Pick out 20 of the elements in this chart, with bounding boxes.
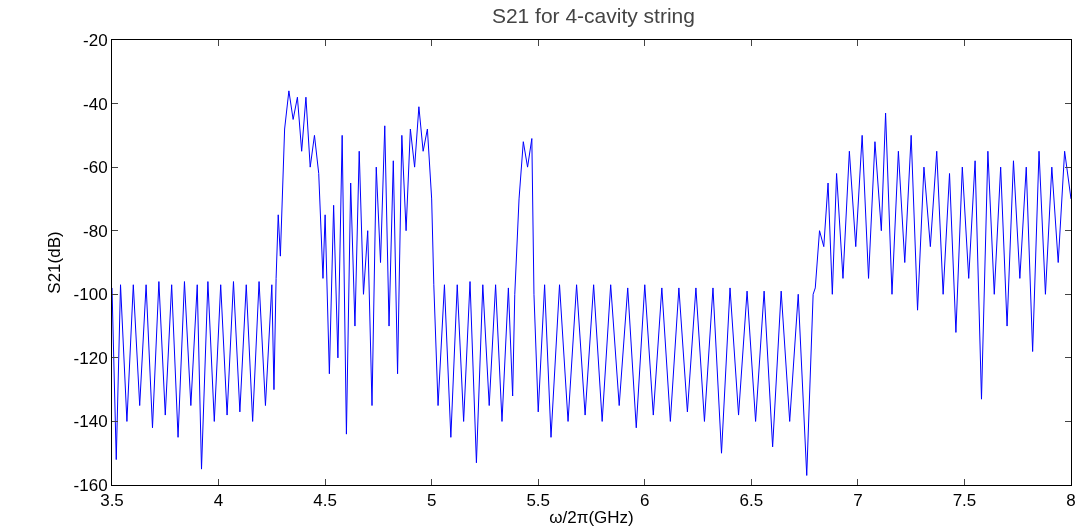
- y-tick-label: -100: [73, 285, 108, 305]
- y-tick-label: -40: [83, 94, 108, 114]
- y-tick-label: -80: [83, 221, 108, 241]
- x-tick-label: 6: [640, 491, 650, 511]
- y-tick-label: -120: [73, 348, 108, 368]
- y-tick-label: -20: [83, 30, 108, 50]
- x-tick-label: 5: [426, 491, 437, 511]
- line-series: [112, 90, 1071, 476]
- y-axis-title: S21(dB): [45, 231, 65, 294]
- chart-title: S21 for 4-cavity string: [491, 3, 695, 27]
- y-tick-label: -140: [73, 412, 108, 432]
- x-tick-label: 8: [1066, 491, 1076, 511]
- x-tick-label: 4: [213, 491, 224, 511]
- x-tick-label: 7.5: [952, 491, 977, 511]
- x-tick-label: 6.5: [739, 491, 764, 511]
- y-tick-label: -60: [83, 158, 108, 178]
- x-axis-title: ω/2π(GHz): [549, 508, 634, 527]
- x-tick-label: 7: [853, 491, 863, 511]
- x-tick-label: 4.5: [313, 491, 337, 511]
- x-tick-label: 5.5: [526, 491, 551, 511]
